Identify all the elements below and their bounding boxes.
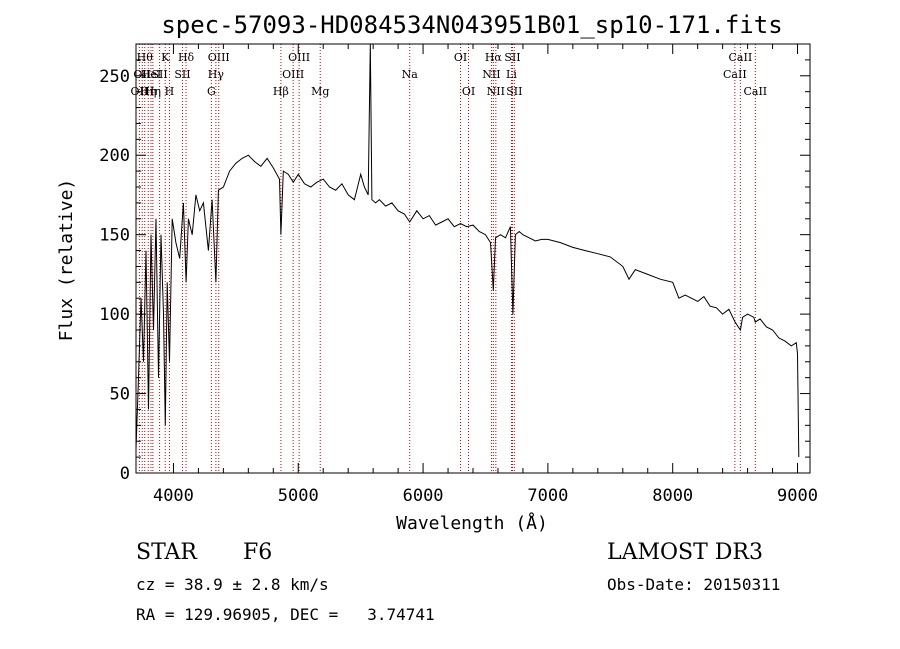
spectral-line-markers bbox=[138, 44, 756, 473]
chart-title: spec-57093-HD084534N043951B01_sp10-171.f… bbox=[161, 11, 782, 39]
x-tick-label: 6000 bbox=[403, 486, 444, 506]
line-label: CaII bbox=[723, 68, 747, 81]
line-label: NII bbox=[482, 68, 500, 81]
subclass-label: F6 bbox=[243, 540, 273, 565]
line-label: OIII bbox=[288, 51, 310, 64]
line-label: Mg bbox=[311, 85, 329, 98]
y-tick-label: 250 bbox=[99, 67, 130, 87]
line-label: NII bbox=[487, 85, 505, 98]
x-axis-label: Wavelength (Å) bbox=[396, 512, 548, 534]
line-label: OII bbox=[133, 68, 151, 81]
line-label: OI bbox=[462, 85, 475, 98]
spectral-line-labels: OIIOIIHθHηHeIHηSIIKHSIIHδGHγOIIIHβOIIIOI… bbox=[131, 51, 768, 98]
line-label: Li bbox=[506, 68, 517, 81]
plot-frame bbox=[135, 43, 811, 474]
y-axis-label: Flux (relative) bbox=[56, 179, 77, 342]
line-label: HeI bbox=[141, 68, 161, 81]
line-label: OI bbox=[454, 51, 467, 64]
line-label: CaII bbox=[743, 85, 767, 98]
x-axis-ticks: 4000 5000 6000 7000 8000 9000 bbox=[153, 44, 818, 506]
line-label: Hθ bbox=[137, 51, 154, 64]
line-label: K bbox=[161, 51, 170, 64]
line-label: Na bbox=[402, 68, 419, 81]
x-tick-label: 7000 bbox=[527, 486, 568, 506]
y-tick-label: 100 bbox=[99, 305, 130, 325]
x-tick-label: 8000 bbox=[652, 486, 693, 506]
line-label: SII bbox=[174, 68, 190, 81]
class-label: STAR bbox=[136, 540, 197, 565]
line-label: G bbox=[207, 85, 216, 98]
line-label: H bbox=[165, 85, 175, 98]
line-label: Hδ bbox=[178, 51, 195, 64]
x-tick-label: 4000 bbox=[153, 486, 194, 506]
line-label: SII bbox=[504, 51, 520, 64]
line-label: SII bbox=[506, 85, 522, 98]
line-label: Hα bbox=[485, 51, 503, 64]
x-tick-label: 5000 bbox=[278, 486, 319, 506]
line-label: SII bbox=[151, 68, 167, 81]
line-label: OIII bbox=[282, 68, 304, 81]
survey-label: LAMOST DR3 bbox=[607, 540, 763, 565]
y-tick-label: 200 bbox=[99, 146, 130, 166]
obs-date: Obs-Date: 20150311 bbox=[607, 575, 781, 594]
x-tick-label: 9000 bbox=[777, 486, 818, 506]
y-tick-label: 0 bbox=[120, 464, 130, 484]
y-tick-label: 150 bbox=[99, 226, 130, 246]
y-tick-label: 50 bbox=[110, 385, 130, 405]
line-label: Hη bbox=[140, 85, 156, 98]
y-axis-ticks: 0 50 100 150 200 250 bbox=[99, 43, 810, 484]
line-label: Hγ bbox=[208, 68, 225, 81]
line-label: Hβ bbox=[273, 85, 289, 98]
spectrum-line bbox=[135, 43, 800, 458]
line-label: CaII bbox=[729, 51, 753, 64]
line-label: OIII bbox=[208, 51, 230, 64]
line-label: Hη bbox=[145, 85, 161, 98]
cz-value: cz = 38.9 ± 2.8 km/s bbox=[136, 575, 329, 594]
ra-dec: RA = 129.96905, DEC = 3.74741 bbox=[136, 605, 435, 624]
